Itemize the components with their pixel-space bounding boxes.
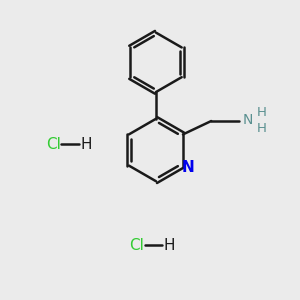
Text: H: H xyxy=(164,238,175,253)
Text: H: H xyxy=(80,136,92,152)
Text: Cl: Cl xyxy=(129,238,144,253)
Text: N: N xyxy=(182,160,195,175)
Text: N: N xyxy=(242,113,253,127)
Text: H: H xyxy=(257,106,267,119)
Text: Cl: Cl xyxy=(46,136,61,152)
Text: H: H xyxy=(257,122,267,135)
